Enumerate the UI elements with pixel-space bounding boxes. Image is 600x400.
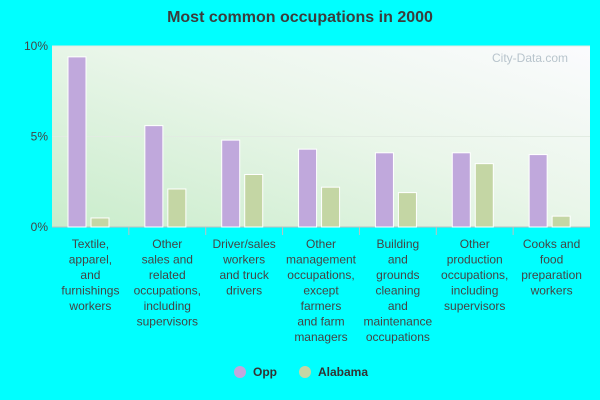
watermark-text: City-Data.com — [492, 51, 568, 65]
bar-alabama-0[interactable] — [90, 217, 110, 228]
x-category-label: Cooks and food preparation workers — [521, 237, 582, 298]
y-tick-label: 10% — [24, 39, 48, 53]
bar-alabama-4[interactable] — [397, 192, 417, 228]
y-tick-label: 5% — [31, 130, 49, 144]
bar-opp-1[interactable] — [144, 125, 164, 228]
legend-label-alabama: Alabama — [318, 365, 368, 379]
bar-opp-6[interactable] — [528, 154, 548, 228]
y-tick-label: 0% — [31, 220, 49, 234]
x-category-label: Textile, apparel, and furnishings workers — [61, 237, 119, 313]
chart-title: Most common occupations in 2000 — [167, 9, 433, 26]
bar-alabama-1[interactable] — [167, 188, 187, 228]
x-category-label: Other sales and related occupations, includi… — [134, 237, 201, 329]
bar-opp-4[interactable] — [374, 152, 394, 228]
x-category-label: Driver/sales workers and truck drivers — [212, 237, 275, 298]
legend-label-opp: Opp — [253, 365, 277, 379]
legend-swatch-alabama — [299, 366, 311, 378]
bar-alabama-3[interactable] — [321, 186, 341, 228]
bar-opp-5[interactable] — [451, 152, 471, 228]
legend-swatch-opp — [234, 366, 246, 378]
bar-alabama-6[interactable] — [551, 215, 571, 228]
bar-opp-3[interactable] — [298, 148, 318, 228]
x-category-label: Building and grounds cleaning and maintenance… — [363, 237, 432, 344]
x-category-label: Other production occupations, including supe… — [441, 237, 508, 313]
bar-opp-2[interactable] — [221, 139, 241, 228]
bar-alabama-2[interactable] — [244, 174, 264, 228]
x-category-label: Other management occupations, except farmers… — [286, 237, 357, 344]
bar-alabama-5[interactable] — [474, 163, 494, 228]
bar-opp-0[interactable] — [67, 56, 87, 228]
